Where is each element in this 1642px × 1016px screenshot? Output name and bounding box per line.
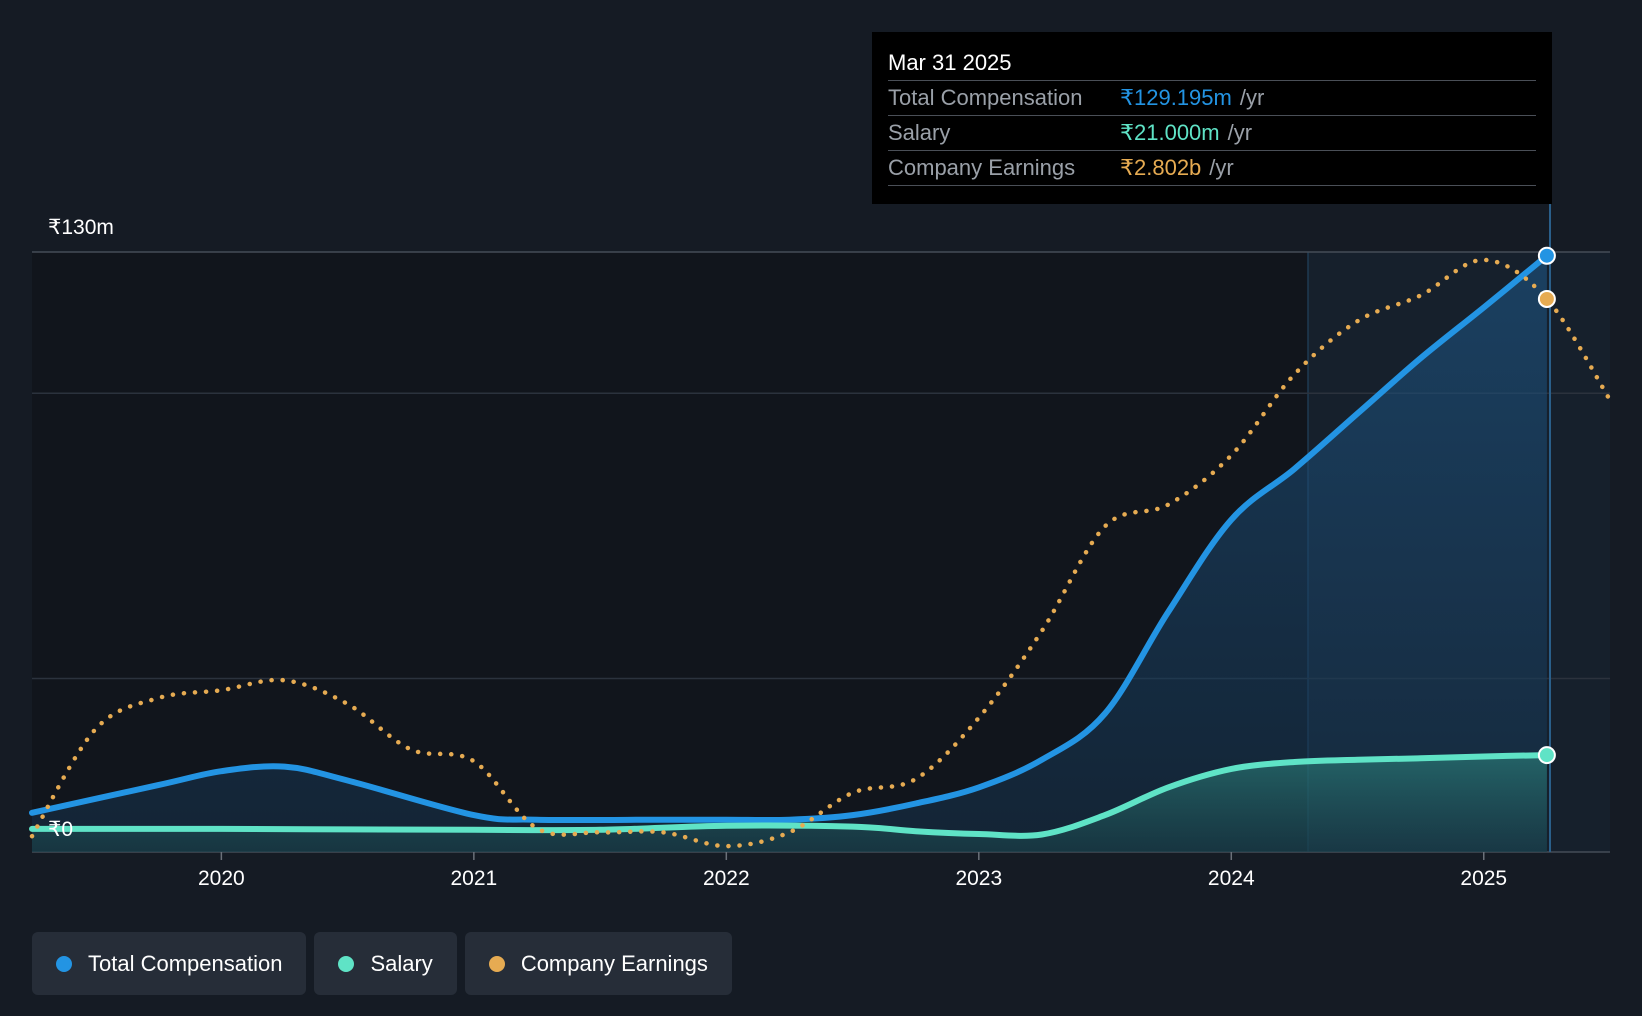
- x-tick-label: 2025: [1460, 867, 1507, 890]
- x-tick-label: 2020: [198, 867, 245, 890]
- company-earnings-hover-marker: [1537, 289, 1556, 308]
- x-tick-label: 2023: [955, 867, 1002, 890]
- x-axis-ticks: 2020 2021 2022 2023 2024 2025: [198, 852, 1507, 890]
- tooltip-value: ₹21.000m: [1120, 120, 1220, 145]
- tooltip-label: Salary: [888, 120, 951, 145]
- tooltip-row-salary: Salary ₹21.000m /yr: [888, 115, 1536, 150]
- hover-markers: [1537, 246, 1556, 765]
- x-tick-label: 2022: [703, 867, 750, 890]
- legend-dot-icon: [488, 955, 505, 972]
- tooltip-unit: /yr: [1227, 120, 1253, 145]
- tooltip-unit: /yr: [1209, 155, 1234, 180]
- legend-label: Salary: [370, 950, 433, 976]
- legend-item-salary[interactable]: Salary: [314, 932, 457, 995]
- tooltip-label: Total Compensation: [888, 85, 1083, 110]
- tooltip: Mar 31 2025 Total Compensation ₹129.195m…: [872, 32, 1552, 204]
- company-earnings-line: [29, 257, 1613, 849]
- y-axis-zero-label: ₹0: [48, 818, 73, 841]
- x-tick-label: 2021: [450, 867, 497, 890]
- tooltip-label: Company Earnings: [888, 155, 1076, 180]
- legend-label: Total Compensation: [88, 950, 283, 976]
- salary-hover-marker: [1537, 746, 1556, 765]
- total-compensation-hover-marker: [1537, 246, 1556, 265]
- y-axis-max-label: ₹130m: [48, 216, 114, 239]
- tooltip-value: ₹2.802b: [1120, 155, 1202, 180]
- legend: Total Compensation Salary Company Earnin…: [32, 932, 732, 995]
- tooltip-value: ₹129.195m: [1120, 85, 1232, 110]
- tooltip-unit: /yr: [1239, 85, 1265, 110]
- series-areas: [32, 255, 1547, 852]
- x-tick-label: 2024: [1208, 867, 1255, 890]
- total-compensation-area: [32, 255, 1547, 852]
- total-compensation-line: [29, 252, 1550, 824]
- salary-area: [32, 755, 1547, 852]
- legend-dot-icon: [338, 955, 355, 972]
- salary-line: [29, 752, 1550, 839]
- tooltip-date: Mar 31 2025: [888, 50, 1012, 75]
- legend-item-company-earnings[interactable]: Company Earnings: [464, 932, 732, 995]
- legend-dot-icon: [56, 955, 72, 972]
- tooltip-row-company-earnings: Company Earnings ₹2.802b /yr: [888, 150, 1536, 186]
- series-lines: [29, 252, 1613, 849]
- tooltip-row-total-compensation: Total Compensation ₹129.195m /yr: [888, 80, 1536, 115]
- legend-label: Company Earnings: [520, 950, 708, 976]
- legend-item-total-compensation[interactable]: Total Compensation: [32, 932, 307, 995]
